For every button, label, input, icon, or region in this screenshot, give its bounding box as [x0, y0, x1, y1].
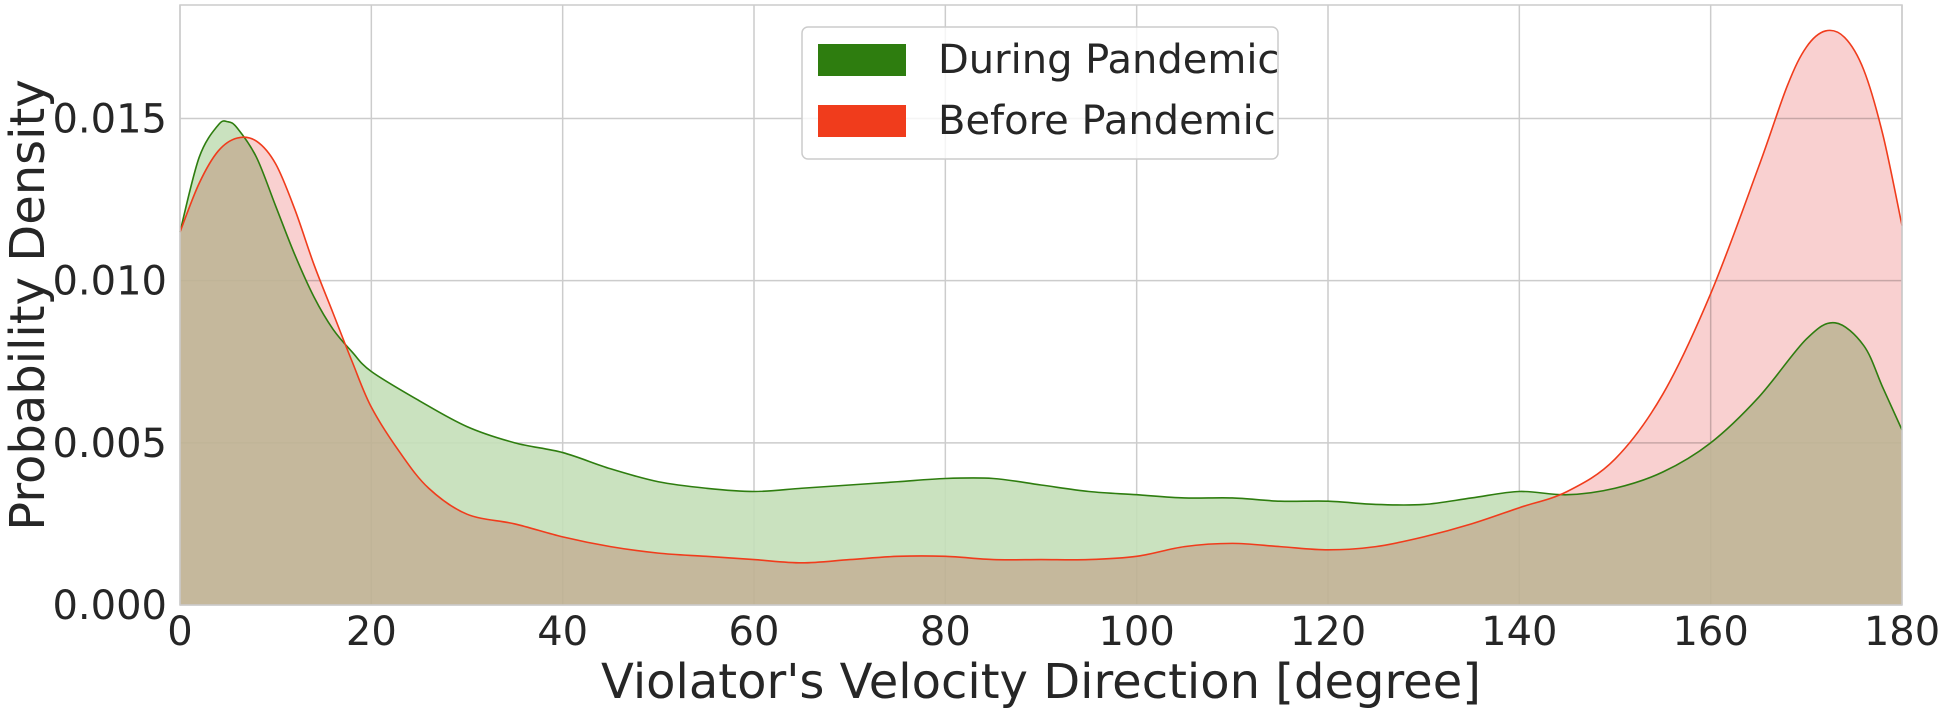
- area-before-pandemic: [180, 30, 1902, 605]
- y-tick-label-0.010: 0.010: [52, 259, 167, 305]
- y-tick-label-0.015: 0.015: [52, 97, 167, 143]
- x-tick-label-80: 80: [920, 609, 971, 655]
- density-areas: [180, 30, 1902, 605]
- line-before-pandemic: [179, 29, 1903, 564]
- x-tick-label-40: 40: [537, 609, 588, 655]
- plot-frame: [179, 4, 1903, 606]
- x-axis-label: Violator's Velocity Direction [degree]: [601, 654, 1481, 710]
- line-during-pandemic: [179, 120, 1903, 506]
- legend-swatch-before-pandemic: [818, 105, 906, 137]
- y-tick-label-0.005: 0.005: [52, 421, 167, 467]
- y-tick-label-0.000: 0.000: [52, 583, 167, 629]
- x-tick-label-0: 0: [167, 609, 192, 655]
- x-tick-label-180: 180: [1864, 609, 1940, 655]
- legend-label-during-pandemic: During Pandemic: [938, 37, 1279, 83]
- x-tick-label-100: 100: [1098, 609, 1174, 655]
- x-tick-label-60: 60: [729, 609, 780, 655]
- density-lines: [179, 29, 1903, 564]
- legend-frame: [801, 26, 1279, 160]
- legend: During Pandemic Before Pandemic: [801, 26, 1279, 160]
- x-tick-label-160: 160: [1672, 609, 1748, 655]
- area-during-pandemic: [180, 120, 1902, 605]
- legend-label-before-pandemic: Before Pandemic: [938, 98, 1276, 144]
- x-tick-label-20: 20: [346, 609, 397, 655]
- y-tick-labels: 0.000 0.005 0.010 0.015: [52, 97, 167, 629]
- x-tick-labels: 0 20 40 60 80 100 120 140 160 180: [167, 609, 1940, 655]
- x-tick-label-120: 120: [1290, 609, 1366, 655]
- legend-swatch-during-pandemic: [818, 44, 906, 76]
- y-axis-label: Probability Density: [0, 79, 56, 530]
- x-tick-label-140: 140: [1481, 609, 1557, 655]
